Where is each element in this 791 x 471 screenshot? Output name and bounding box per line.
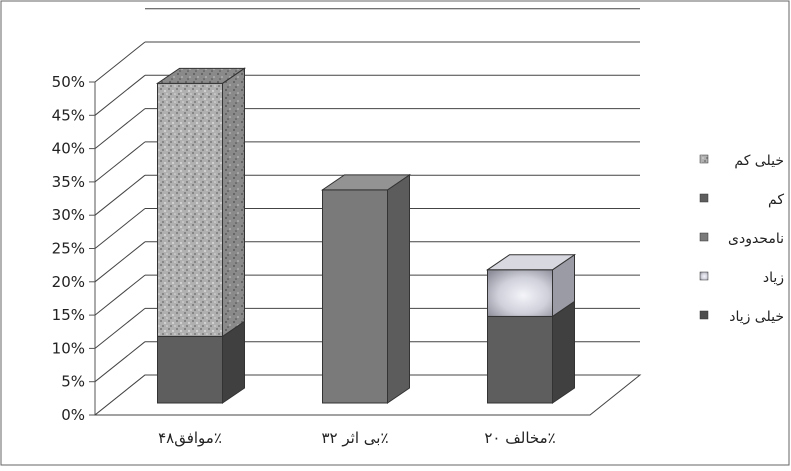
legend-item: کم bbox=[699, 192, 784, 208]
legend-swatch bbox=[699, 193, 709, 203]
bar-segment-top bbox=[155, 67, 247, 84]
legend-item: خیلی کم bbox=[699, 153, 784, 169]
y-tick-label: 15% bbox=[52, 306, 85, 324]
y-tick-label: 30% bbox=[52, 206, 85, 224]
gridline-depth bbox=[94, 308, 146, 349]
y-tick-label: 5% bbox=[61, 373, 85, 391]
legend-item: زیاد bbox=[699, 270, 784, 286]
legend-label: کم bbox=[768, 192, 784, 208]
legend-swatch bbox=[699, 271, 709, 281]
legend-label: خیلی کم bbox=[734, 153, 784, 169]
bar-segment-top bbox=[485, 254, 577, 271]
y-tick-label: 25% bbox=[52, 240, 85, 258]
y-tick-label: 45% bbox=[52, 106, 85, 124]
bar-segment-side bbox=[552, 300, 575, 404]
y-tick-label: 35% bbox=[52, 173, 85, 191]
y-tick-label: 20% bbox=[52, 273, 85, 291]
y-tick-label: 40% bbox=[52, 140, 85, 158]
gridline-depth bbox=[94, 174, 146, 216]
x-tick-label: مخالف ۲۰٪ bbox=[484, 429, 555, 447]
gridline-depth bbox=[94, 341, 146, 383]
bar-segment bbox=[157, 82, 223, 337]
bar-segment-side bbox=[387, 173, 410, 404]
gridline-depth bbox=[94, 241, 146, 283]
y-tick-label: 10% bbox=[52, 339, 85, 357]
bar-segment bbox=[487, 315, 553, 404]
x-tick-label: بی اثر ۳۲٪ bbox=[321, 429, 388, 447]
legend-swatch bbox=[699, 232, 709, 242]
bar-segment-top bbox=[320, 174, 412, 191]
gridline-depth bbox=[94, 208, 146, 249]
bar-segment bbox=[322, 189, 388, 404]
legend-label: نامحدودی bbox=[728, 231, 784, 247]
gridline-depth bbox=[94, 41, 146, 83]
legend-item: نامحدودی bbox=[699, 231, 784, 247]
gridline-depth bbox=[94, 141, 146, 183]
legend-label: زیاد bbox=[763, 270, 784, 286]
bar-segment bbox=[487, 269, 553, 317]
legend-swatch bbox=[699, 154, 709, 164]
bar-segment bbox=[157, 335, 223, 404]
x-tick-label: موافق۴۸٪ bbox=[158, 429, 222, 447]
gridline-depth bbox=[94, 74, 146, 116]
legend-item: خیلی زیاد bbox=[699, 309, 784, 325]
y-tick-label: 50% bbox=[52, 73, 85, 91]
y-tick-label: 0% bbox=[61, 406, 85, 424]
gridline-depth bbox=[94, 108, 146, 149]
legend-swatch bbox=[699, 310, 709, 320]
bar-segment-side bbox=[222, 67, 245, 338]
legend-label: خیلی زیاد bbox=[729, 309, 784, 325]
gridline-depth bbox=[94, 274, 146, 316]
